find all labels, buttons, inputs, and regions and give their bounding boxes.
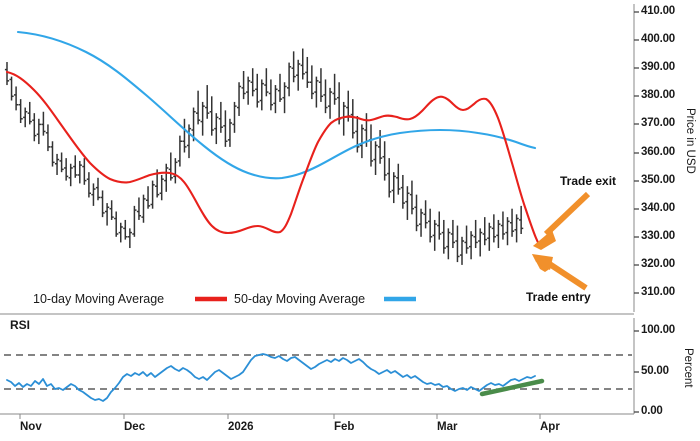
rsi-tick-50: 50.00 bbox=[641, 365, 669, 377]
price-tick-410: 410.00 bbox=[641, 5, 675, 17]
price-tick-370: 370.00 bbox=[641, 117, 675, 129]
xtick-dec: Dec bbox=[124, 421, 146, 433]
legend-label-ma50: 50-day Moving Average bbox=[234, 292, 366, 306]
rsi-axis-title: Percent bbox=[682, 348, 694, 388]
xtick-mar: Mar bbox=[437, 421, 458, 433]
price-tick-350: 350.00 bbox=[641, 174, 675, 186]
price-tick-400: 400.00 bbox=[641, 33, 675, 45]
rsi-trendline bbox=[479, 378, 545, 397]
x-tick-marks bbox=[19, 414, 541, 419]
xtick-feb: Feb bbox=[334, 421, 355, 433]
ma10-line bbox=[5, 70, 543, 250]
trade-exit-arrow bbox=[533, 191, 591, 250]
price-tick-320: 320.00 bbox=[641, 258, 675, 270]
rsi-tick-0: 0.00 bbox=[641, 405, 663, 417]
price-tick-310: 310.00 bbox=[641, 286, 675, 298]
price-tick-340: 340.00 bbox=[641, 202, 675, 214]
rsi-tick-100: 100.00 bbox=[641, 324, 675, 336]
ohlc-bar-series bbox=[4, 48, 524, 265]
trade-entry-arrow bbox=[532, 254, 588, 291]
price-tick-330: 330.00 bbox=[641, 230, 675, 242]
trade-entry-label: Trade entry bbox=[526, 290, 591, 304]
price-tick-marks bbox=[634, 11, 639, 294]
xtick-nov: Nov bbox=[20, 421, 42, 433]
price-tick-360: 360.00 bbox=[641, 146, 675, 158]
rsi-line bbox=[6, 353, 536, 402]
legend-label-ma10: 10-day Moving Average bbox=[33, 292, 165, 306]
rsi-panel-title: RSI bbox=[10, 318, 31, 332]
price-axis-title: Price in USD bbox=[684, 108, 696, 174]
xtick-2026: 2026 bbox=[228, 421, 254, 433]
price-tick-390: 390.00 bbox=[641, 61, 675, 73]
ma50-line bbox=[16, 30, 537, 180]
xtick-apr: Apr bbox=[540, 421, 560, 433]
rsi-tick-marks bbox=[634, 330, 639, 413]
price-tick-380: 380.00 bbox=[641, 89, 675, 101]
trade-exit-label: Trade exit bbox=[560, 174, 617, 188]
